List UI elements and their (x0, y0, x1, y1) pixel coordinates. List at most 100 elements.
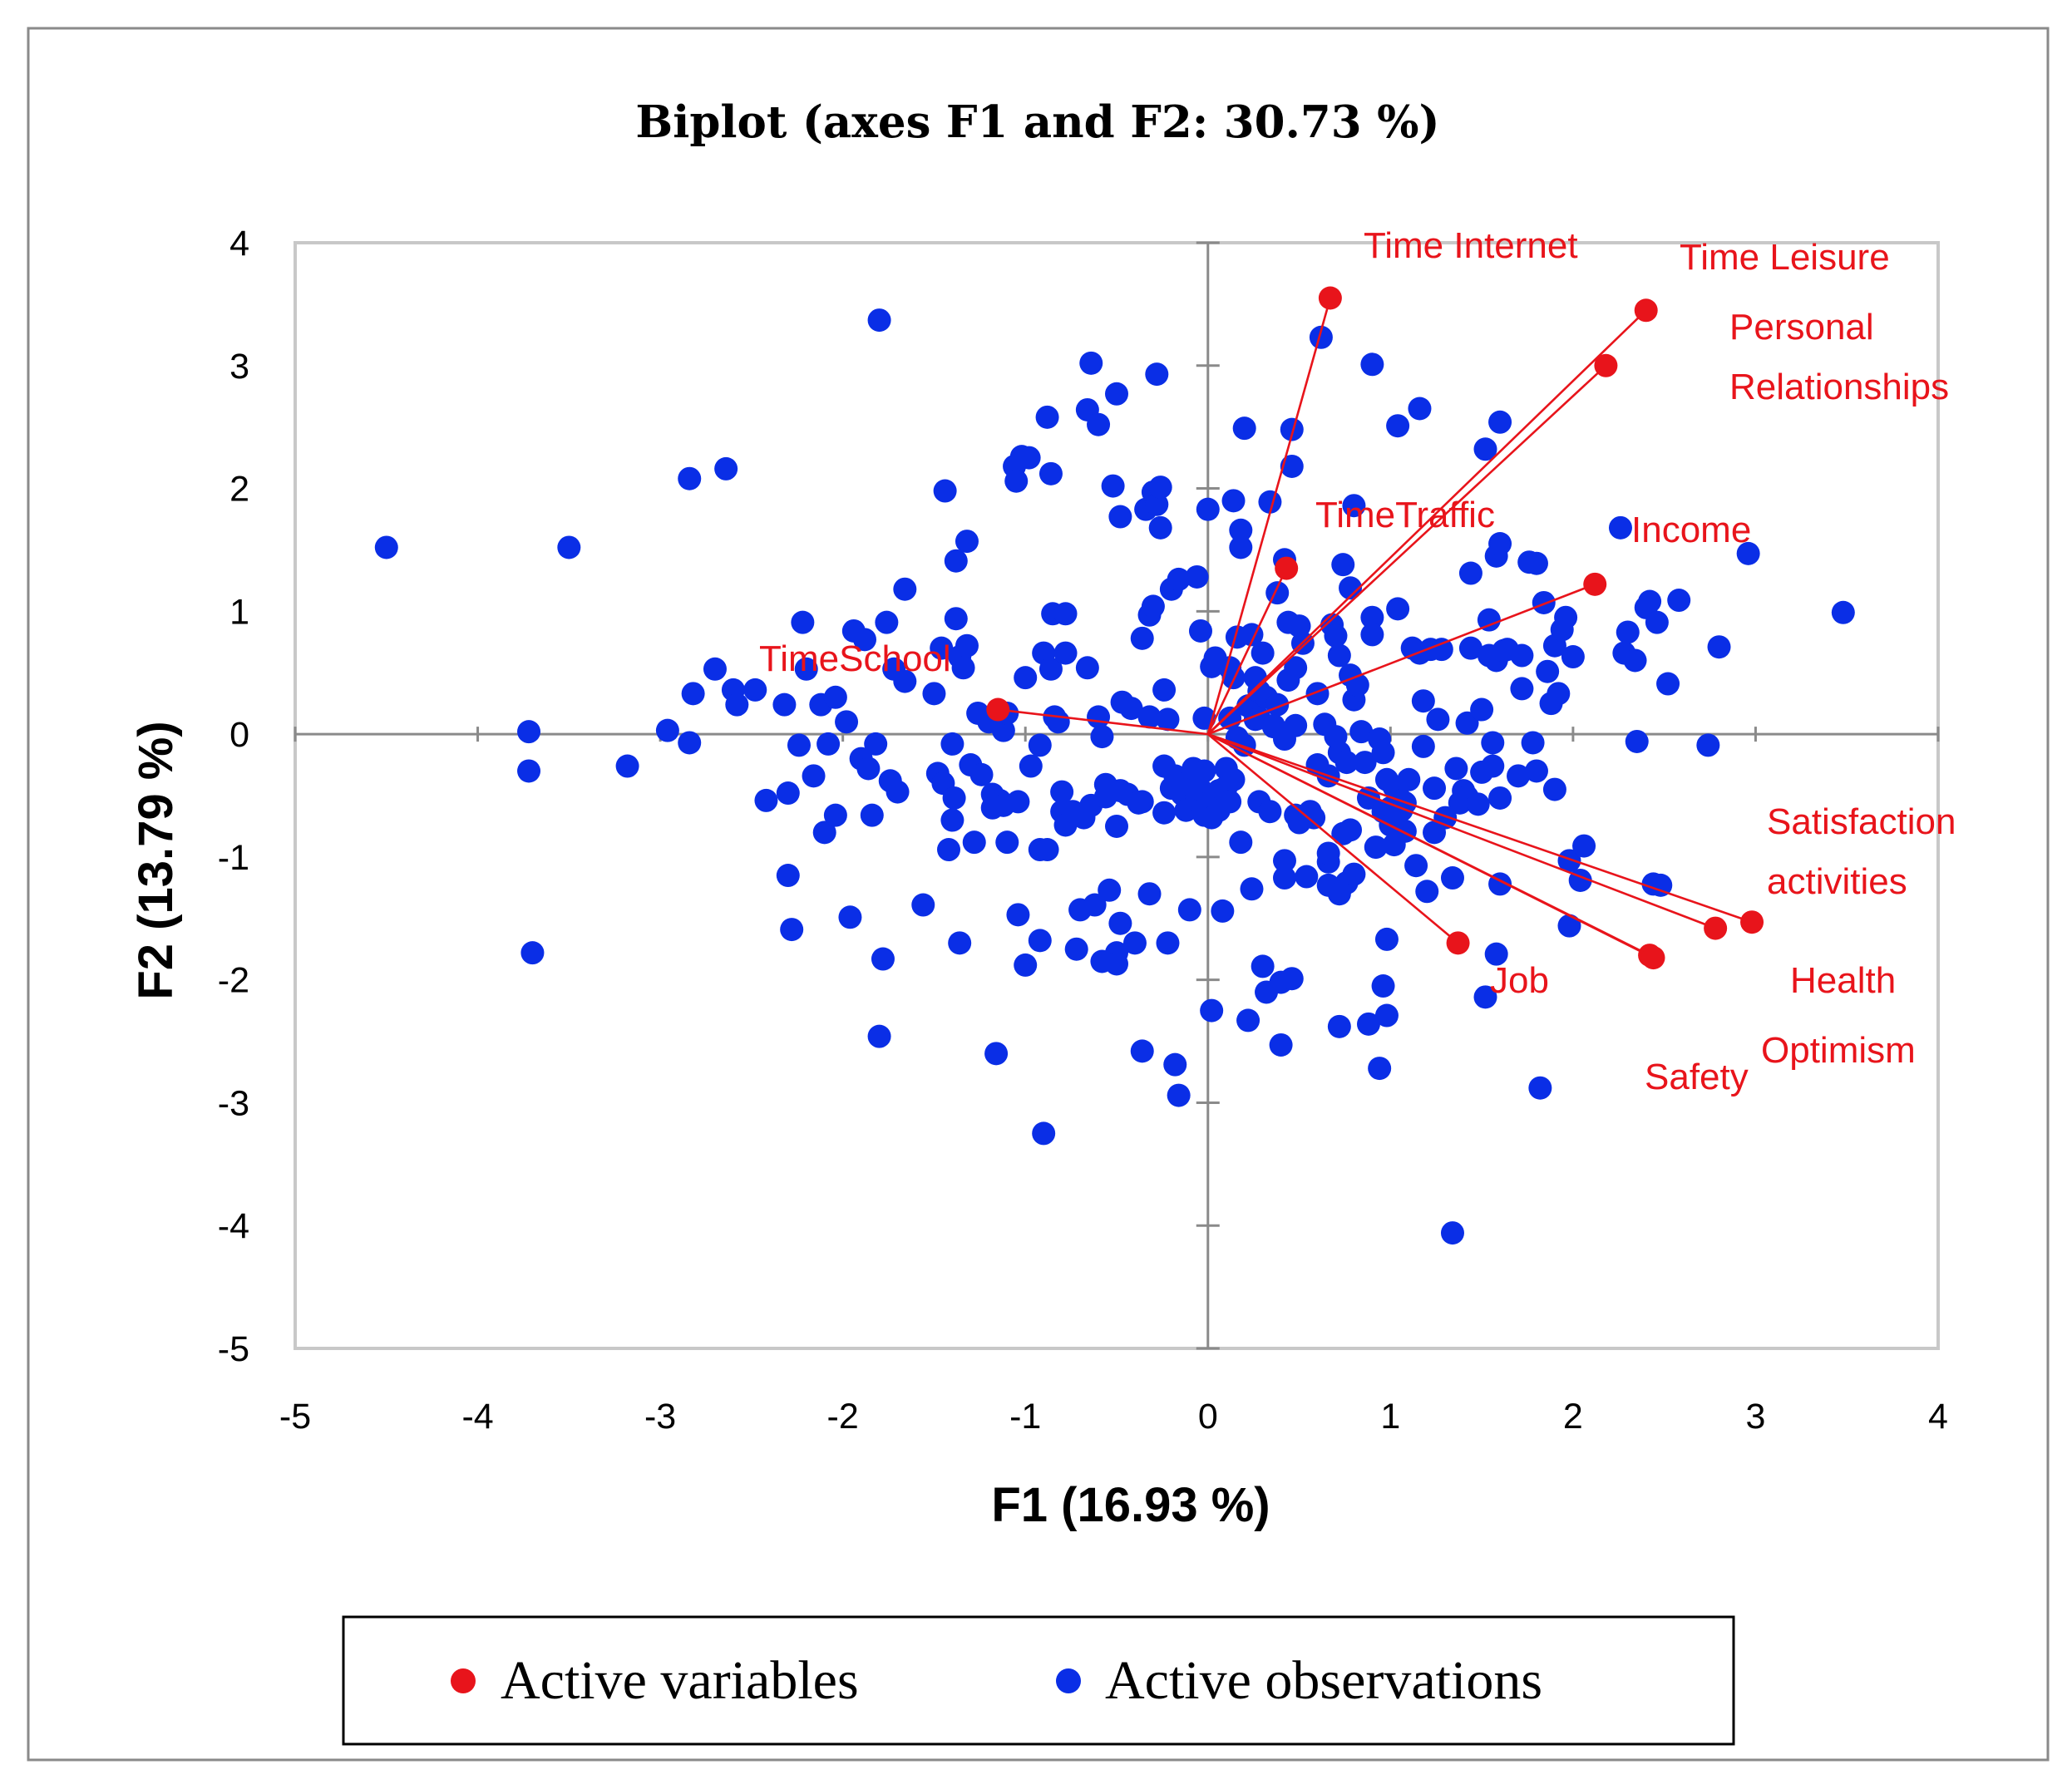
observation-point (823, 685, 847, 709)
observation-point (1148, 515, 1172, 540)
observation-point (942, 786, 966, 810)
variable-label-line: Optimism (1761, 1030, 1916, 1071)
observation-point (1221, 767, 1246, 791)
observation-point (1251, 641, 1275, 665)
observation-point (867, 1024, 891, 1048)
observation-point (1130, 1039, 1154, 1063)
observation-point (1404, 854, 1428, 878)
observation-point (1137, 705, 1162, 729)
observation-point (791, 610, 815, 634)
observation-point (1542, 777, 1566, 801)
observation-point (725, 692, 749, 717)
observation-point (955, 530, 979, 554)
observation-point (1229, 518, 1253, 542)
observation-point (655, 718, 679, 742)
chart-title: Biplot (axes F1 and F2: 30.73 %) (635, 96, 1439, 148)
observation-point (962, 830, 986, 855)
observation-point (1156, 707, 1180, 732)
observation-point (893, 669, 917, 693)
x-tick-label: -5 (279, 1397, 311, 1437)
observation-point (1488, 532, 1512, 556)
observation-point (1481, 754, 1505, 778)
observation-point (1458, 561, 1482, 585)
observation-point (1098, 878, 1122, 902)
observation-point (1488, 786, 1512, 810)
observation-point (940, 808, 964, 832)
variable-point (1641, 946, 1665, 970)
observation-point (1229, 830, 1253, 855)
observation-point (835, 710, 859, 734)
observation-point (1473, 437, 1497, 461)
observation-point (1105, 952, 1128, 976)
observation-point (1006, 903, 1030, 927)
observation-point (1625, 729, 1649, 753)
observation-point (1101, 474, 1125, 498)
observation-point (816, 732, 841, 756)
observation-point (557, 535, 581, 559)
observation-point (681, 682, 705, 706)
variable-point (986, 697, 1010, 722)
observation-point (1316, 841, 1340, 865)
observation-point (1528, 1076, 1552, 1100)
observation-point (1667, 589, 1691, 613)
observation-point (944, 549, 968, 573)
legend-marker-active-variables (451, 1668, 476, 1693)
observation-point (1524, 551, 1548, 575)
observation-point (1324, 623, 1348, 648)
observation-point (1265, 581, 1290, 605)
observation-point (1484, 942, 1508, 966)
observation-point (1353, 751, 1377, 775)
observation-point (1017, 446, 1041, 470)
observation-point (1473, 985, 1497, 1009)
observation-point (1167, 1083, 1191, 1107)
observation-point (1152, 801, 1177, 825)
observation-point (838, 905, 862, 929)
observation-point (1130, 626, 1154, 650)
observation-point (1295, 865, 1319, 889)
variable-label-line: Relationships (1729, 367, 1949, 407)
observation-point (776, 864, 800, 888)
observation-point (1339, 576, 1363, 600)
observation-point (1050, 780, 1074, 804)
observation-point (1339, 818, 1363, 842)
observation-point (1572, 834, 1596, 858)
observation-point (1305, 682, 1330, 706)
variable-label-line: Health (1790, 960, 1896, 1001)
observation-point (944, 607, 968, 631)
observation-point (787, 733, 811, 757)
observation-point (1470, 697, 1494, 722)
observation-point (1364, 835, 1388, 860)
variable-labels-layer: Time Internet Time Leisure Personal Relatio… (759, 225, 1956, 1097)
observation-point (933, 479, 957, 503)
variable-vector (998, 708, 1208, 736)
observation-point (1440, 866, 1464, 890)
observation-point (1211, 899, 1235, 923)
observation-point (1649, 873, 1673, 897)
observation-point (871, 947, 895, 971)
observation-point (1148, 476, 1172, 500)
x-tick-label: 1 (1380, 1397, 1400, 1437)
observation-point (969, 762, 994, 786)
observation-point (1079, 351, 1103, 375)
variable-label-line: activities (1767, 861, 1907, 902)
observation-point (1408, 397, 1432, 421)
observation-point (1087, 412, 1111, 436)
observation-point (743, 678, 767, 702)
observation-point (1145, 362, 1169, 387)
observation-point (1038, 461, 1063, 485)
variable-label: Income (1631, 510, 1751, 550)
variable-label-line: Personal (1729, 307, 1874, 347)
x-tick-label: 3 (1745, 1397, 1765, 1437)
observation-point (1032, 1121, 1056, 1146)
observation-point (1411, 689, 1435, 713)
legend-box (342, 1615, 1735, 1746)
observation-point (1645, 610, 1669, 634)
observation-point (1028, 733, 1052, 757)
observation-point (1302, 806, 1326, 830)
observation-point (1638, 589, 1662, 614)
observation-point (776, 781, 800, 806)
observation-point (1327, 643, 1351, 668)
y-tick-label: -4 (218, 1206, 249, 1246)
observation-point (1507, 764, 1531, 788)
observation-point (886, 780, 910, 804)
